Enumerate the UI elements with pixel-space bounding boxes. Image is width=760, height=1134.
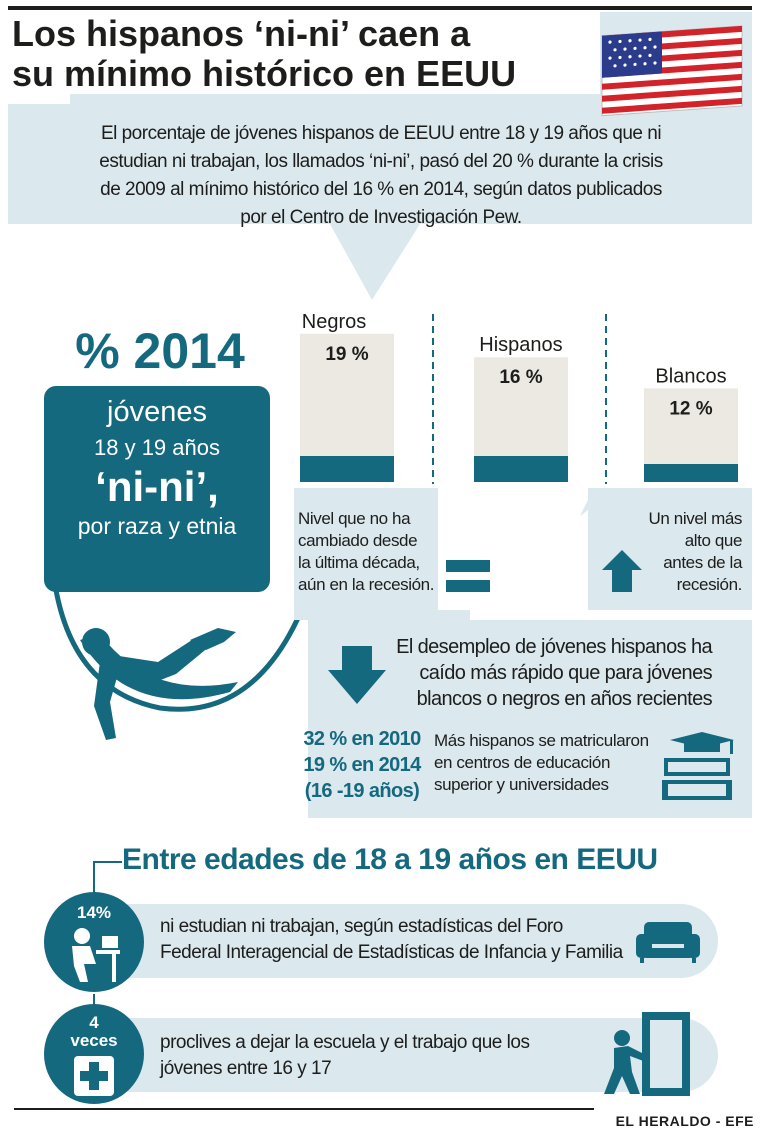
medical-cross-icon: [74, 1056, 114, 1096]
sofa-icon: [636, 922, 700, 963]
bar-category-label: Hispanos: [479, 334, 562, 356]
bar-base: [300, 456, 394, 482]
note-line: aún en la recesión.: [298, 575, 435, 594]
badge-number: 4: [89, 1013, 99, 1032]
hammock-person-icon: [51, 577, 301, 740]
row-line: ni estudian ni trabajan, según estadísti…: [160, 916, 563, 937]
arrow-down-icon: [328, 646, 386, 704]
intro-line: El porcentaje de jóvenes hispanos de EEU…: [100, 123, 662, 144]
note-line: blancos o negros en años recientes: [416, 688, 713, 710]
note-nivel-igual: Nivel que no ha cambiado desde la última…: [298, 508, 440, 596]
stat-line: 19 % en 2014: [303, 754, 421, 776]
bar-value-label: 16 %: [499, 367, 542, 388]
note-line: superior y universidades: [434, 775, 609, 794]
bar-base: [644, 464, 738, 482]
row-background: [44, 1018, 718, 1092]
source-credit: EL HERALDO - EFE: [615, 1113, 754, 1129]
intro-line: por el Centro de Investigación Pew.: [240, 207, 522, 228]
row-background: [44, 904, 718, 978]
title-line-1: Los hispanos ‘ni-ni’ caen a: [12, 13, 471, 54]
note-line: cambiado desde: [298, 531, 418, 550]
bar-category-label: Negros: [302, 311, 366, 333]
badge-label: 14%: [76, 903, 112, 922]
note-line: la última década,: [298, 553, 420, 572]
badge-4-veces: 4 veces: [44, 1004, 144, 1104]
page-title: Los hispanos ‘ni-ni’ caen a su mínimo hi…: [12, 14, 592, 94]
bottom-rule: [14, 1108, 594, 1110]
note-line: Nivel que no ha: [298, 509, 411, 528]
bar-base: [474, 456, 568, 482]
note-line: antes de la: [663, 553, 742, 572]
badge-14-percent: 14%: [44, 892, 144, 992]
notes-panels-background: [294, 488, 752, 818]
note-line: recesión.: [676, 575, 743, 594]
row-line: Federal Interagencial de Estadísticas de…: [160, 942, 623, 963]
arrow-up-icon: [602, 550, 642, 592]
bar-value-label: 19 %: [325, 344, 368, 365]
top-rule: [8, 6, 752, 10]
percent-2014-heading: % 2014: [75, 323, 245, 379]
title-line-2: su mínimo histórico en EEUU: [12, 53, 517, 94]
intro-line: estudian ni trabajan, los llamados ‘ni-n…: [99, 151, 663, 172]
box-line-nini: ‘ni-ni’,: [95, 463, 219, 510]
bar-value-label: 12 %: [669, 398, 712, 419]
note-desempleo: El desempleo de jóvenes hispanos ha caíd…: [382, 634, 713, 712]
row2-text: proclives a dejar la escuela y el trabaj…: [160, 1030, 580, 1082]
row-line: proclives a dejar la escuela y el trabaj…: [160, 1032, 530, 1053]
note-line: caído más rápido que para jóvenes: [419, 662, 712, 684]
row-line: jóvenes entre 16 y 17: [160, 1058, 332, 1079]
intro-line: de 2009 al mínimo histórico del 16 % en …: [100, 179, 662, 200]
us-flag-icon: [601, 25, 743, 117]
books-graduation-icon: [662, 732, 734, 800]
intro-text: El porcentaje de jóvenes hispanos de EEU…: [76, 120, 686, 232]
person-desk-icon: [72, 928, 120, 982]
note-line: alto que: [684, 531, 743, 550]
section-title: Entre edades de 18 a 19 años en EEUU: [122, 843, 658, 876]
note-line: Más hispanos se matricularon: [434, 731, 649, 750]
person-pushing-door-icon: [604, 1012, 690, 1096]
box-line-ages: 18 y 19 años: [94, 435, 220, 460]
stat-line: 32 % en 2010: [303, 728, 421, 750]
row1-text: ni estudian ni trabajan, según estadísti…: [160, 914, 630, 966]
ni-ni-bar-chart: 19 % Negros 16 % Hispanos 12 % Blancos: [300, 311, 738, 484]
equals-icon: [446, 560, 490, 592]
title-background: [0, 12, 600, 94]
bar-category-label: Blancos: [655, 365, 726, 387]
box-line-jovenes: jóvenes: [107, 396, 207, 428]
note-nivel-alto: Un nivel más alto que antes de la recesi…: [630, 508, 743, 596]
unemployment-stats: 32 % en 2010 19 % en 2014 (16 -19 años): [298, 726, 426, 804]
note-matricula: Más hispanos se matricularon en centros …: [434, 730, 674, 796]
note-line: en centros de educación: [434, 753, 611, 772]
box-line-raza: por raza y etnia: [77, 513, 237, 539]
badge-unit: veces: [70, 1031, 118, 1050]
ni-ni-box: jóvenes 18 y 19 años ‘ni-ni’, por raza y…: [44, 386, 270, 592]
note-line: El desempleo de jóvenes hispanos ha: [396, 636, 713, 658]
stat-line: (16 -19 años): [304, 780, 420, 802]
note-line: Un nivel más: [648, 509, 743, 528]
